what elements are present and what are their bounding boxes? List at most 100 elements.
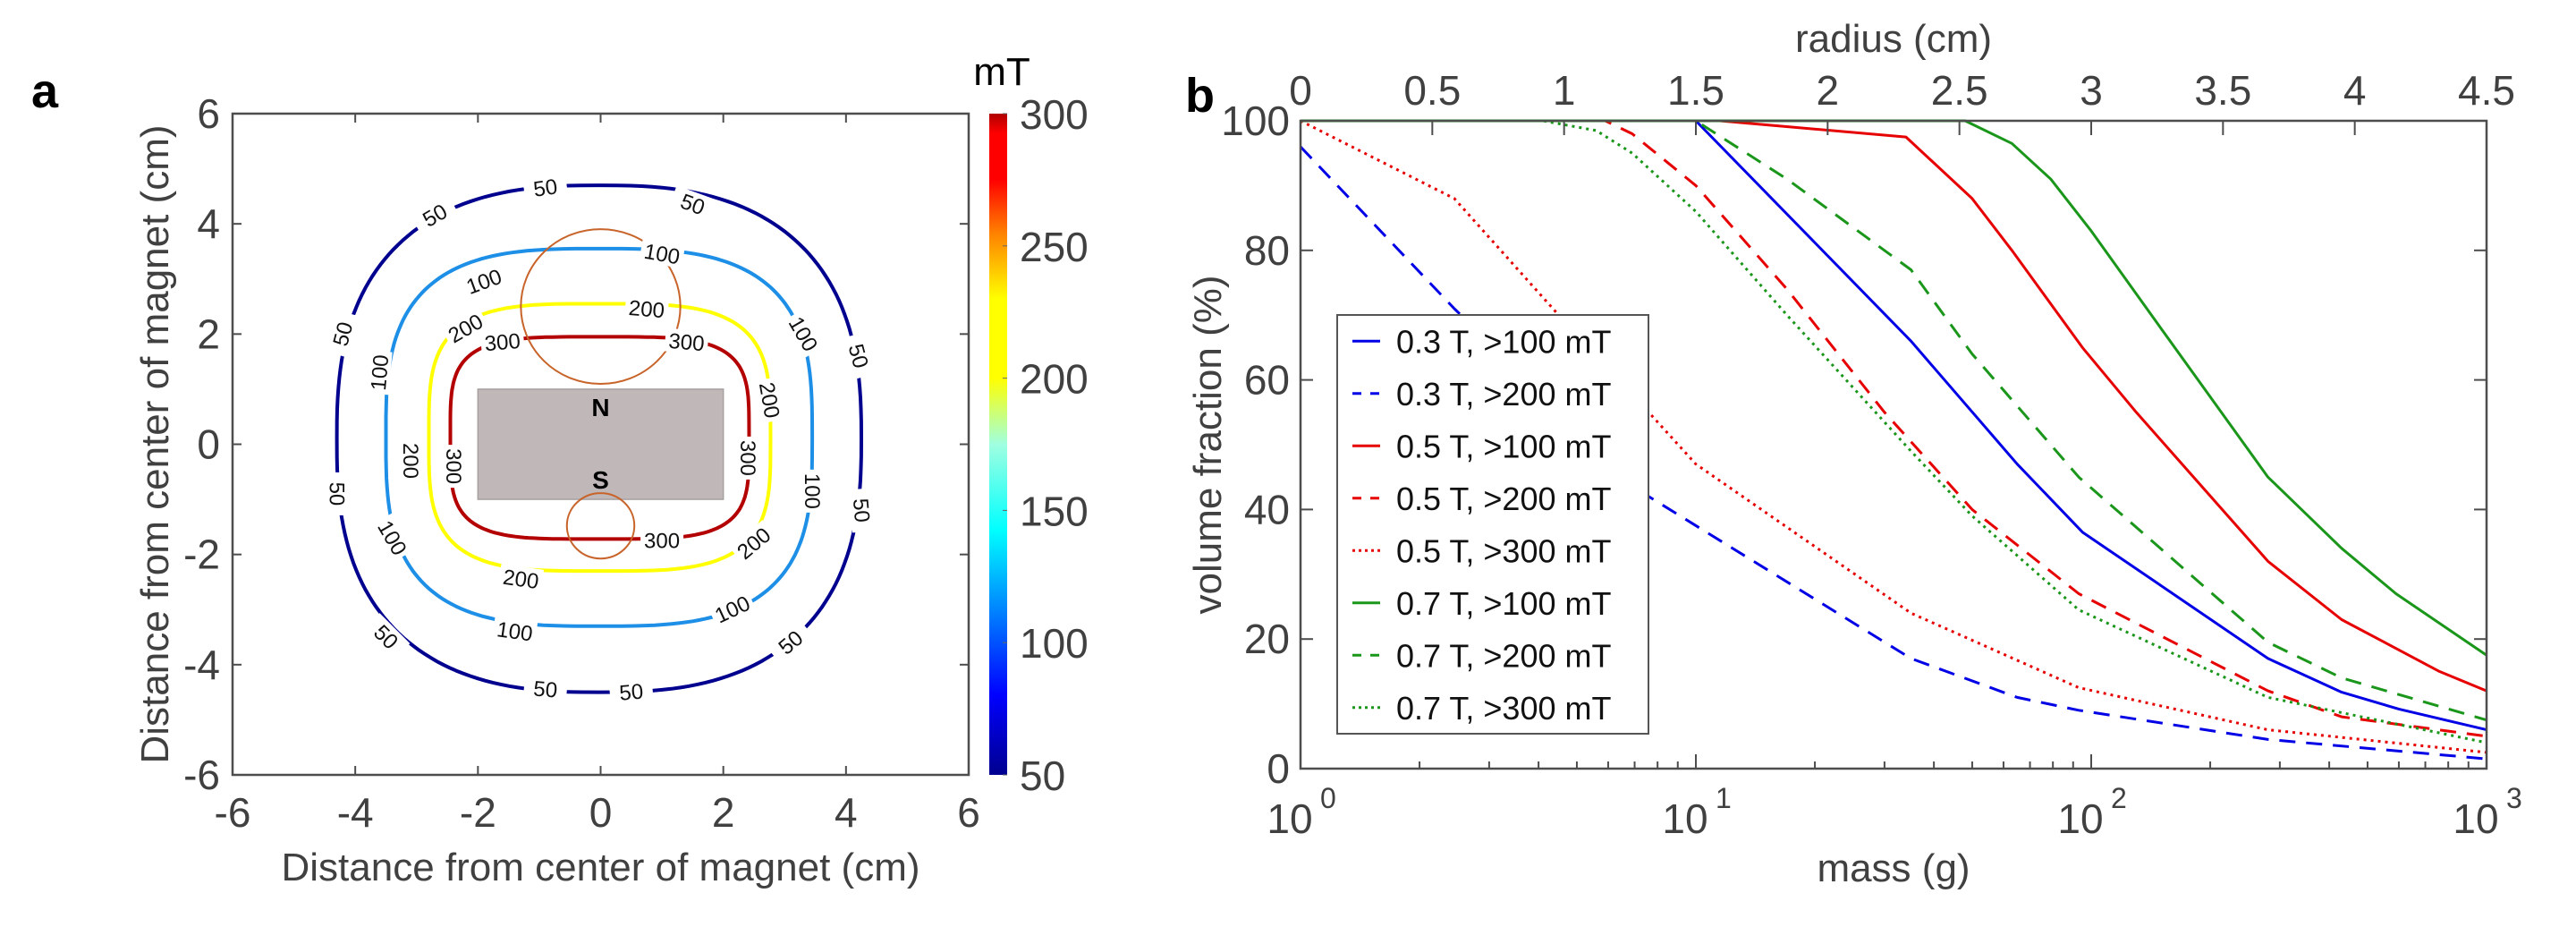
- top-x-axis-title: radius (cm): [1795, 17, 1992, 61]
- x-tick-exponent: 0: [1320, 782, 1336, 814]
- series-line-5: [1300, 119, 2487, 754]
- contour-label-bg: [442, 445, 466, 489]
- contour-label-bg: [522, 675, 568, 702]
- contour-50: [335, 183, 864, 694]
- legend-label: 0.7 T, >300 mT: [1396, 690, 1611, 727]
- x-tick-exponent: 1: [1716, 782, 1732, 814]
- contour-label-bg: [842, 332, 877, 380]
- contour-label-bg: [737, 436, 761, 480]
- top-x-tick-label: 4.5: [2458, 67, 2515, 114]
- contour-label-bg: [664, 327, 709, 355]
- legend-label: 0.5 T, >200 mT: [1396, 481, 1611, 517]
- contour-label: 300: [667, 329, 705, 356]
- top-x-tick-label: 0: [1289, 67, 1312, 114]
- legend-item: 0.5 T, >300 mT: [1352, 532, 1611, 569]
- contour-label: 50: [532, 676, 558, 702]
- contour-label-bg: [623, 294, 670, 322]
- contour-label-bg: [325, 310, 360, 358]
- x-tick-label: -4: [337, 789, 374, 836]
- contour-label: 200: [628, 296, 665, 323]
- legend-item: 0.5 T, >100 mT: [1352, 428, 1611, 464]
- legend-item: 0.7 T, >200 mT: [1352, 637, 1611, 674]
- legend-item: 0.3 T, >100 mT: [1352, 323, 1611, 360]
- magnet-body: [477, 388, 724, 500]
- contour-label-bg: [363, 613, 411, 660]
- contour-label-bg: [399, 438, 423, 482]
- y-axis-title: volume fraction (%): [1186, 275, 1230, 614]
- legend-item: 0.5 T, >200 mT: [1352, 481, 1611, 517]
- plot-b-frame: [1299, 119, 2488, 770]
- colorbar-tick-label: 200: [1020, 356, 1089, 403]
- top-x-axis-ticks: 0 0.5 1 1.5 2 2.5 3 3.5 4 4.5: [1289, 67, 2515, 135]
- contour-label-bg: [668, 185, 717, 223]
- legend-item: 0.7 T, >300 mT: [1352, 690, 1611, 727]
- contour-label-bg: [801, 469, 826, 513]
- x-tick-label: 4: [835, 789, 858, 836]
- legend-item: 0.7 T, >100 mT: [1352, 585, 1611, 622]
- sample-circles: [520, 228, 682, 560]
- contour-label: 300: [735, 440, 759, 476]
- y-tick-label: 2: [197, 310, 220, 357]
- x-axis-ticks: 10 0 10 1 10 2 10 3: [1267, 754, 2522, 842]
- y-tick-label: 0: [1267, 745, 1290, 792]
- legend-item: 0.3 T, >200 mT: [1352, 376, 1611, 412]
- top-x-tick-label: 3.5: [2194, 67, 2251, 114]
- contour-label-bg: [522, 172, 569, 202]
- contour-label-bg: [729, 520, 778, 566]
- x-tick-label: 10: [2453, 795, 2498, 842]
- y-tick-label: -2: [183, 532, 220, 578]
- legend-box: [1336, 314, 1649, 735]
- x-tick-label: 10: [1267, 795, 1312, 842]
- colorbar-unit-label: mT: [973, 50, 1030, 94]
- contour-label: 300: [441, 448, 465, 484]
- contour-label-bg: [440, 307, 490, 349]
- legend-label: 0.5 T, >100 mT: [1396, 428, 1611, 464]
- x-axis-title: Distance from center of magnet (cm): [281, 846, 919, 889]
- contour-label-bg: [708, 589, 757, 629]
- south-pole-label: S: [592, 466, 609, 494]
- magnet: NS: [477, 388, 724, 500]
- contour-label: 50: [848, 498, 874, 523]
- contour-label-bg: [640, 528, 684, 552]
- y-axis-ticks: 0 20 40 60 80 100: [1221, 98, 2487, 792]
- contour-label-bg: [371, 513, 414, 562]
- contour-label-bg: [459, 262, 508, 300]
- top-x-tick-label: 1.5: [1667, 67, 1724, 114]
- contour-200: [427, 302, 773, 574]
- y-axis-title: Distance from center of magnet (cm): [133, 124, 177, 763]
- contour-label-bg: [766, 619, 815, 665]
- y-tick-label: -4: [183, 642, 220, 688]
- y-tick-label: 80: [1244, 227, 1290, 274]
- legend-label: 0.5 T, >300 mT: [1396, 532, 1611, 569]
- contour-label: 300: [484, 329, 521, 356]
- x-tick-label: 10: [2057, 795, 2103, 842]
- top-x-tick-label: 4: [2343, 67, 2367, 114]
- contour-label: 50: [325, 482, 349, 506]
- x-tick-label: -2: [460, 789, 496, 836]
- x-axis-ticks: -6 -4 -2 0 2 4 6: [215, 114, 980, 836]
- contour-label-bg: [783, 309, 825, 359]
- contour-label-bg: [410, 193, 460, 236]
- top-x-tick-label: 2: [1817, 67, 1840, 114]
- x-tick-exponent: 2: [2111, 782, 2127, 814]
- contour-label: 200: [754, 380, 784, 420]
- sample-circle-1: [520, 228, 682, 386]
- panel-b-line-plot: b 10 0 10 1 10 2 10 3 0 0.5 1 1.5 2 2.5 3 3.5 4 4.5 0204…: [1185, 17, 2522, 890]
- y-tick-label: -6: [183, 752, 220, 798]
- top-x-tick-label: 0.5: [1403, 67, 1461, 114]
- x-tick-label: 6: [957, 789, 980, 836]
- panel-a-label: a: [31, 64, 59, 118]
- y-tick-label: 20: [1244, 616, 1290, 662]
- contour-label-bg: [492, 616, 538, 646]
- colorbar-tick-label: 100: [1020, 620, 1089, 667]
- colorbar-tick-label: 150: [1020, 488, 1089, 534]
- contour-label-bg: [497, 564, 545, 593]
- series-line-4: [1301, 119, 2487, 738]
- contour-label: 200: [398, 443, 422, 479]
- legend-label: 0.7 T, >200 mT: [1396, 637, 1611, 674]
- contour-label: 300: [644, 529, 680, 553]
- x-axis-title: mass (g): [1817, 846, 1970, 890]
